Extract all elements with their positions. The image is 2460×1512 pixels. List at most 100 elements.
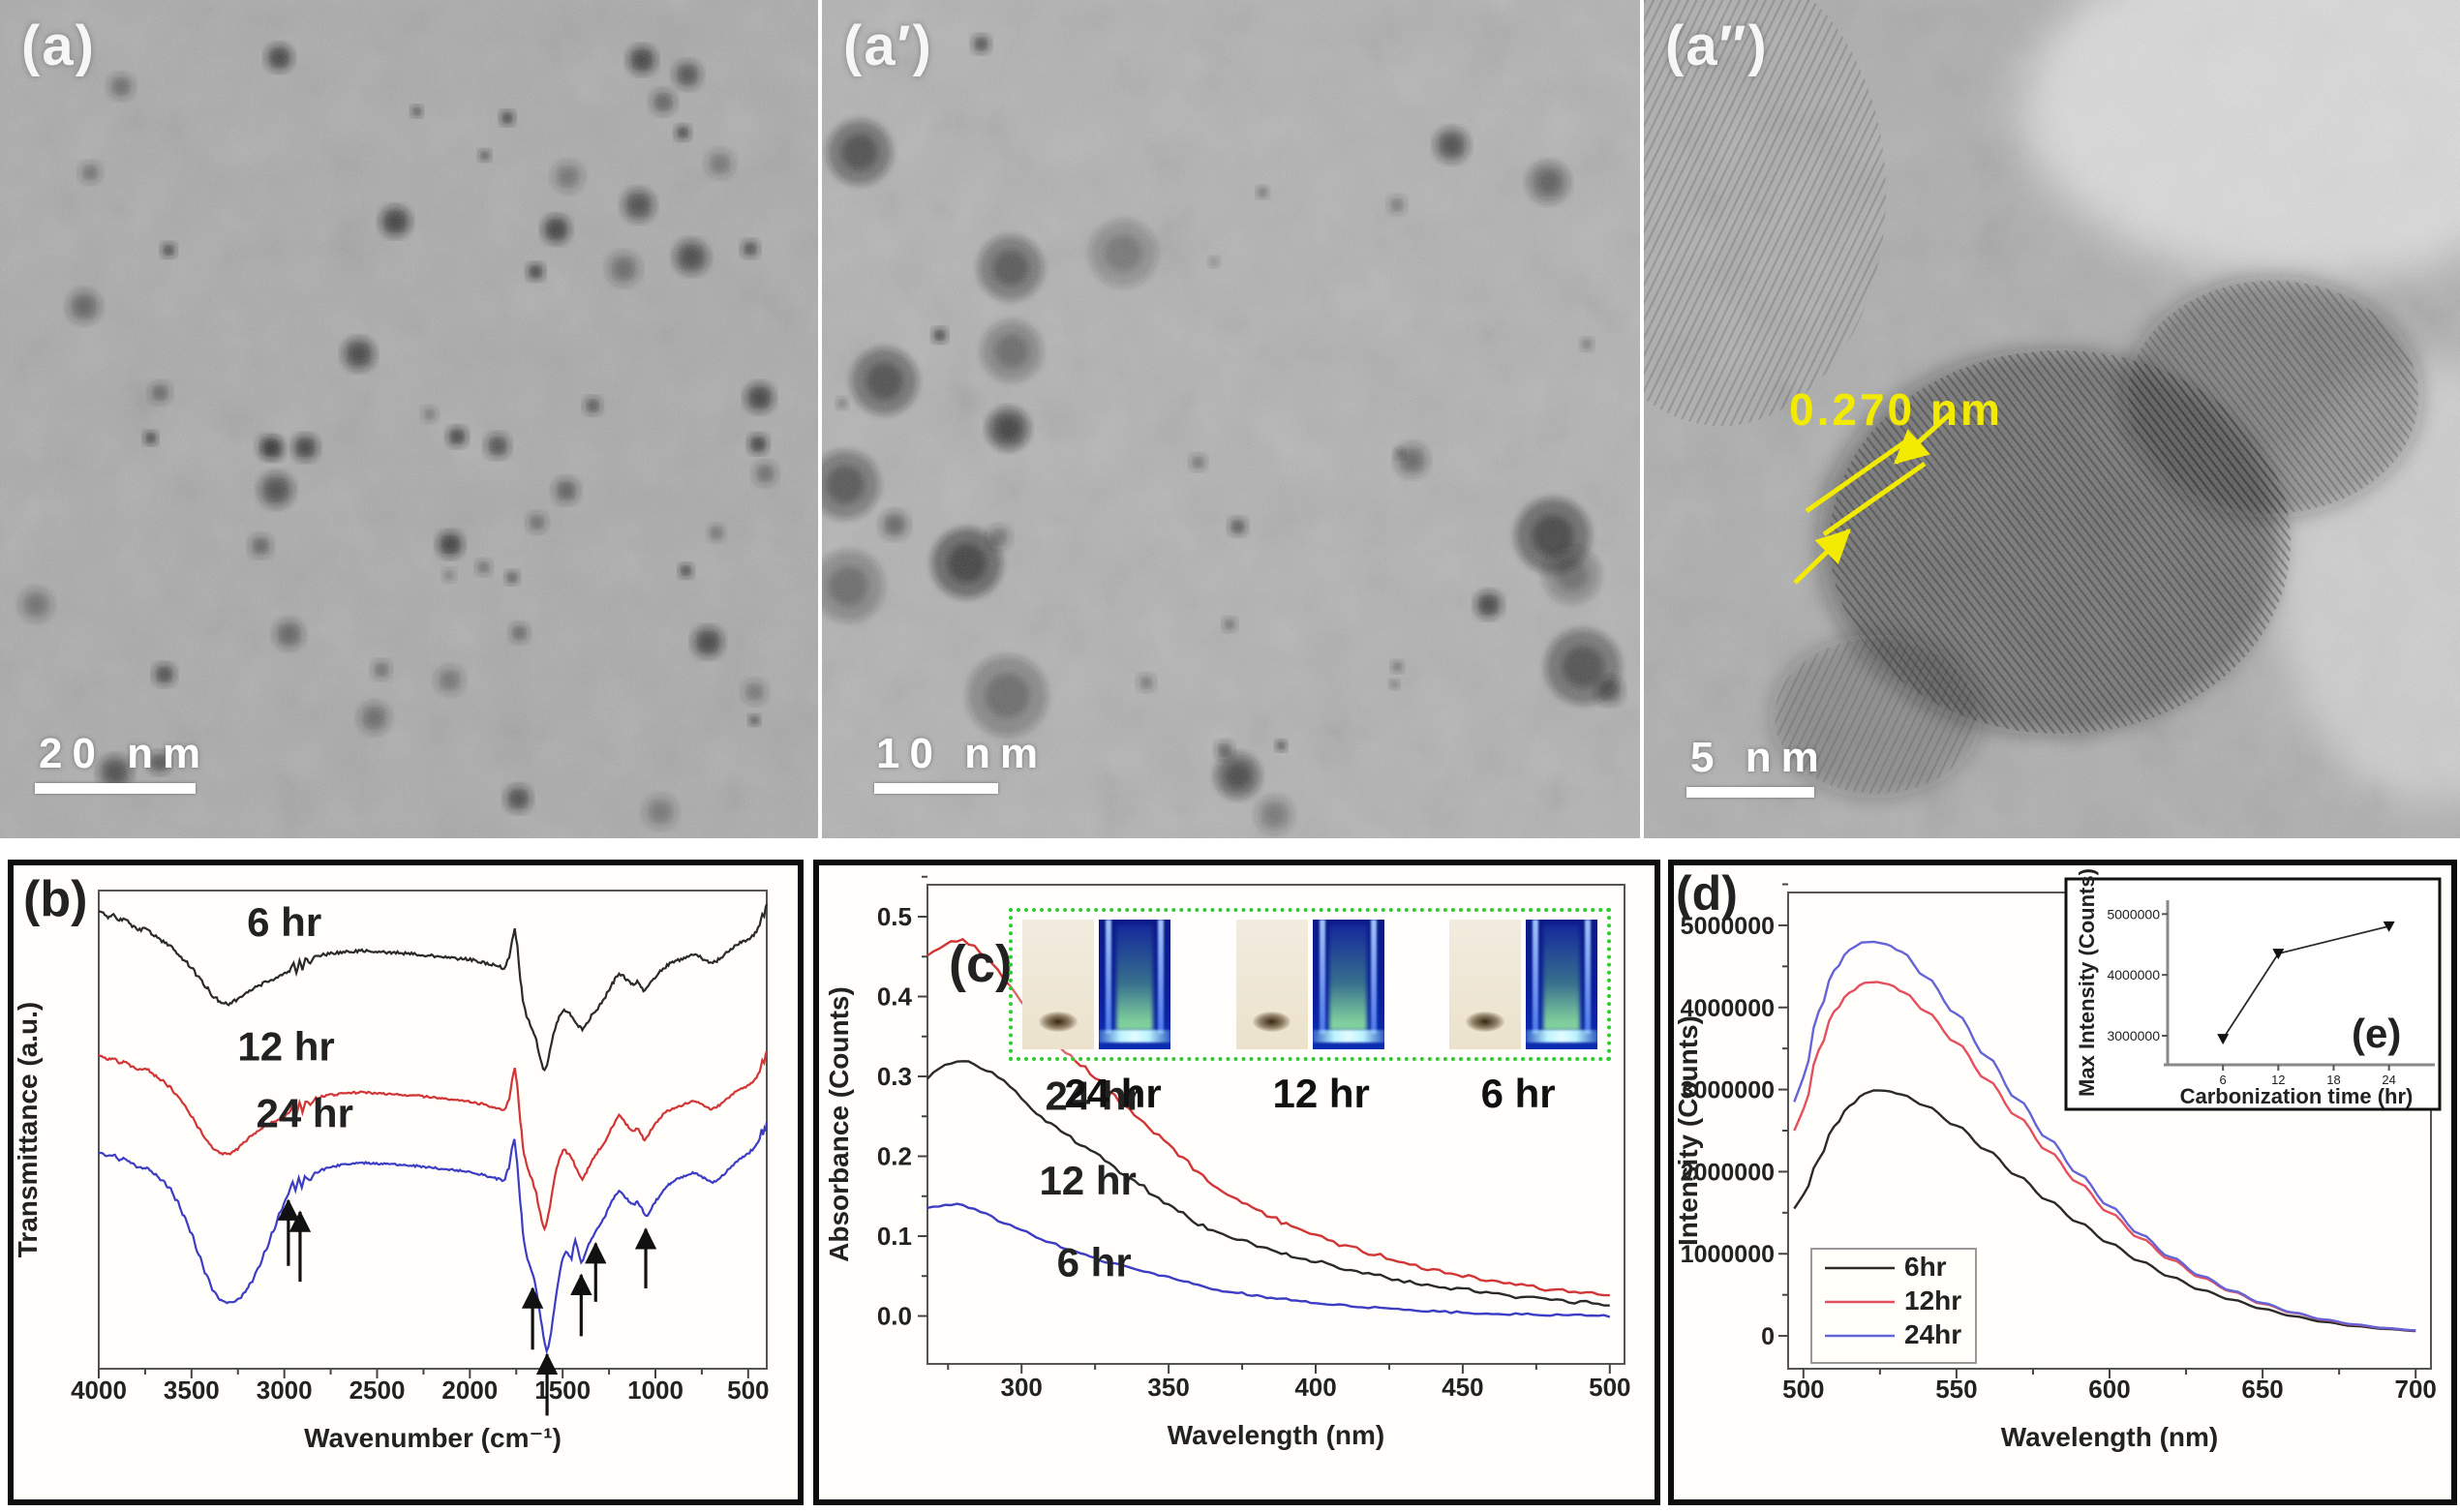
x-tick-label: 2000 — [441, 1376, 498, 1405]
inset-x-axis-title: Carbonization time (hr) — [2180, 1084, 2414, 1108]
panel-letter-c: (c) — [949, 935, 1013, 993]
y-axis-title: Absorbance (Counts) — [824, 986, 854, 1262]
vial-uvlight-6hr — [1526, 920, 1597, 1049]
inset-x-tick-label: 24 — [2382, 1073, 2395, 1087]
x-tick-label: 2500 — [349, 1376, 406, 1405]
y-tick-label: 0 — [1761, 1323, 1775, 1350]
curve-label: 12 hr — [237, 1023, 334, 1069]
tem-image-panel-a-prime: (a′) 10 nm — [822, 0, 1640, 838]
tem-image-panel-a-doubleprime: (a″) 0.270 nm 5 nm — [1644, 0, 2460, 838]
x-axis-title: Wavelength (nm) — [2001, 1422, 2219, 1452]
x-axis-title: Wavenumber (cm⁻¹) — [304, 1423, 562, 1453]
vial-pair-12hr — [1235, 920, 1384, 1049]
vial-uvlight-24hr — [1099, 920, 1170, 1049]
y-tick-label: 0.5 — [877, 902, 912, 931]
tem-texture-a-doubleprime — [1644, 0, 2460, 838]
panel-letter-e: (e) — [2352, 1011, 2401, 1056]
y-axis-title: Intensity (Counts) — [1674, 1015, 1703, 1246]
legend-label-12hr: 12hr — [1904, 1285, 1961, 1315]
y-tick-label: 0.3 — [877, 1062, 912, 1091]
x-tick-label: 550 — [1935, 1375, 1977, 1404]
x-tick-label: 650 — [2241, 1375, 2283, 1404]
legend-label-6hr: 6hr — [1904, 1252, 1947, 1282]
pl-curve-24hr — [1793, 940, 2416, 1332]
y-tick-label: 0.1 — [877, 1222, 912, 1251]
x-tick-label: 500 — [1782, 1375, 1824, 1404]
scale-bar-label-5nm: 5 nm — [1690, 734, 1829, 781]
scale-bar-label-10nm: 10 nm — [876, 730, 1048, 777]
y-tick-label: 3000000 — [1681, 1077, 1775, 1104]
inset-x-tick-label: 18 — [2326, 1073, 2340, 1087]
x-tick-label: 4000 — [71, 1376, 127, 1405]
data-point-marker — [2217, 1034, 2230, 1045]
plot-frame — [98, 890, 768, 1370]
scale-bar-10nm — [874, 783, 998, 794]
x-axis-title: Wavelength (nm) — [1168, 1420, 1385, 1450]
curve-label: 24 hr — [257, 1091, 353, 1136]
scale-bar-5nm — [1686, 787, 1814, 798]
max-intensity-inset: 3000000 4000000 5000000 6 12 18 24Carbonizatio… — [2064, 868, 2442, 1111]
panel-label-a: (a) — [21, 15, 96, 77]
data-point-marker — [2383, 921, 2395, 932]
x-tick-label: 500 — [1589, 1373, 1630, 1402]
x-tick-label: 350 — [1147, 1373, 1189, 1402]
x-tick-label: 300 — [1001, 1373, 1043, 1402]
y-tick-label: 0.2 — [877, 1142, 912, 1171]
panel-label-a-prime: (a′) — [843, 15, 933, 77]
curve-label: 24 hr — [1046, 1074, 1142, 1119]
ftir-chart: 4000 3500 3000 2500 2000 1500 1000 500 6 hr 12 hr… — [14, 871, 770, 1453]
y-tick-label: 5000000 — [1681, 913, 1775, 940]
vial-pair-6hr — [1449, 920, 1597, 1049]
inset-label-6hr: 6 hr — [1480, 1071, 1556, 1116]
inset-x-tick-label: 12 — [2271, 1073, 2285, 1087]
y-tick-label: 0.4 — [877, 983, 913, 1012]
tem-image-panel-a: (a) 20 nm — [0, 0, 818, 838]
uvvis-chart-panel: 300 350 400 450 500 0.0 0.1 0.2 0.3 0.4 0.5 24 hr 12… — [813, 860, 1660, 1505]
curve-label: 6 hr — [1057, 1239, 1132, 1285]
y-tick-label: 4000000 — [1681, 995, 1775, 1022]
pl-curve-6hr — [1793, 1089, 2416, 1333]
y-tick-label: 0.0 — [877, 1302, 912, 1331]
inset-label-24hr: 24 hr — [1064, 1071, 1162, 1116]
y-axis-title: Transmittance (a.u.) — [14, 1002, 43, 1258]
lattice-spacing-annotation — [1793, 410, 1954, 585]
data-point-marker — [2272, 949, 2285, 960]
curve-label: 6 hr — [247, 899, 321, 945]
inset-y-tick-label: 4000000 — [2107, 967, 2160, 983]
ftir-chart-panel: 4000 3500 3000 2500 2000 1500 1000 500 6 hr 12 hr… — [8, 860, 804, 1505]
ftir-curve-24hr — [98, 1121, 769, 1355]
panel-letter-b: (b) — [23, 871, 87, 927]
uvvis-chart: 300 350 400 450 500 0.0 0.1 0.2 0.3 0.4 0.5 24 hr 12… — [824, 875, 1631, 1450]
inset-x-tick-label: 6 — [2220, 1073, 2227, 1087]
vial-pair-24hr — [1022, 920, 1170, 1049]
inset-y-tick-label: 3000000 — [2107, 1028, 2160, 1043]
scale-bar-label-20nm: 20 nm — [39, 730, 211, 777]
tem-texture-a — [0, 0, 818, 838]
inset-y-tick-label: 5000000 — [2107, 906, 2160, 922]
inset-label-12hr: 12 hr — [1272, 1071, 1370, 1116]
y-tick-label: 1000000 — [1681, 1241, 1775, 1268]
pl-chart: 500 550 600 650 700 0 1000000 2000000 3000000 400… — [1674, 866, 2442, 1452]
x-tick-label: 1000 — [627, 1376, 683, 1405]
x-tick-label: 1500 — [534, 1376, 591, 1405]
x-tick-label: 400 — [1294, 1373, 1336, 1402]
x-tick-label: 600 — [2088, 1375, 2130, 1404]
panel-label-a-doubleprime: (a″) — [1665, 15, 1769, 77]
pl-chart-panel: 500 550 600 650 700 0 1000000 2000000 3000000 400… — [1668, 860, 2457, 1505]
x-tick-label: 3500 — [164, 1376, 220, 1405]
legend-label-24hr: 24hr — [1904, 1319, 1961, 1349]
x-tick-label: 450 — [1442, 1373, 1483, 1402]
curve-label: 12 hr — [1039, 1158, 1136, 1203]
scale-bar-20nm — [35, 783, 196, 794]
panel-letter-d: (d) — [1676, 866, 1738, 921]
ftir-curve-12hr — [98, 1050, 769, 1232]
vial-daylight-6hr — [1449, 920, 1521, 1049]
inset-y-axis-title: Max Intensity (Counts) — [2075, 868, 2099, 1097]
x-tick-label: 3000 — [257, 1376, 313, 1405]
y-tick-label: 2000000 — [1681, 1159, 1775, 1186]
uv-photo-inset — [1009, 908, 1611, 1061]
ftir-curve-6hr — [98, 903, 769, 1073]
plot-frame — [926, 884, 1625, 1365]
